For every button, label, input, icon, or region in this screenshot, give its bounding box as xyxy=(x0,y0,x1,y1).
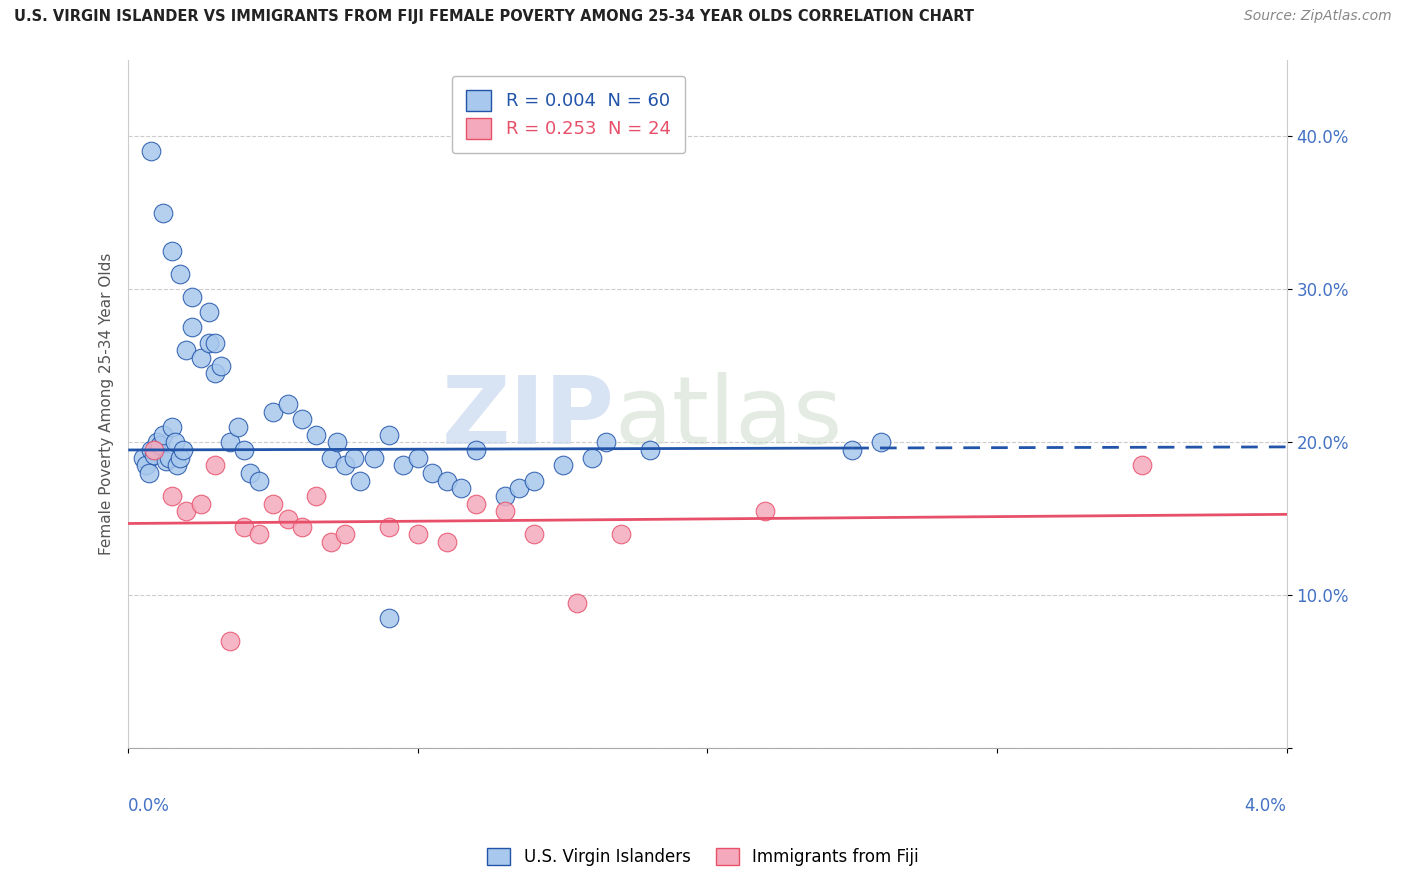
Point xyxy=(181,320,204,334)
Point xyxy=(276,397,298,411)
Point xyxy=(190,351,212,365)
Point xyxy=(343,450,366,465)
Legend: R = 0.004  N = 60, R = 0.253  N = 24: R = 0.004 N = 60, R = 0.253 N = 24 xyxy=(451,76,685,153)
Point xyxy=(143,442,166,457)
Point xyxy=(464,497,486,511)
Point xyxy=(319,450,342,465)
Point xyxy=(141,442,163,457)
Point xyxy=(335,458,357,473)
Point xyxy=(291,519,314,533)
Point xyxy=(163,435,186,450)
Point xyxy=(233,442,256,457)
Point xyxy=(198,335,221,350)
Point xyxy=(149,438,172,452)
Point xyxy=(523,474,546,488)
Point xyxy=(523,527,546,541)
Point xyxy=(609,527,631,541)
Point xyxy=(146,435,169,450)
Point xyxy=(166,458,188,473)
Text: Source: ZipAtlas.com: Source: ZipAtlas.com xyxy=(1244,9,1392,23)
Point xyxy=(198,305,221,319)
Text: U.S. VIRGIN ISLANDER VS IMMIGRANTS FROM FIJI FEMALE POVERTY AMONG 25-34 YEAR OLD: U.S. VIRGIN ISLANDER VS IMMIGRANTS FROM … xyxy=(14,9,974,24)
Legend: U.S. Virgin Islanders, Immigrants from Fiji: U.S. Virgin Islanders, Immigrants from F… xyxy=(479,840,927,875)
Point xyxy=(870,435,893,450)
Point xyxy=(160,489,183,503)
Point xyxy=(305,489,328,503)
Point xyxy=(450,481,472,495)
Point xyxy=(436,534,458,549)
Point xyxy=(160,420,183,434)
Point xyxy=(169,267,191,281)
Point xyxy=(392,458,415,473)
Point xyxy=(349,474,371,488)
Point xyxy=(247,474,270,488)
Point xyxy=(262,497,284,511)
Point xyxy=(157,450,180,465)
Point xyxy=(1130,458,1153,473)
Point xyxy=(638,442,661,457)
Point xyxy=(494,489,516,503)
Point xyxy=(326,435,349,450)
Y-axis label: Female Poverty Among 25-34 Year Olds: Female Poverty Among 25-34 Year Olds xyxy=(100,252,114,555)
Point xyxy=(155,453,177,467)
Point xyxy=(565,596,588,610)
Point xyxy=(754,504,776,518)
Point xyxy=(291,412,314,426)
Point xyxy=(204,335,226,350)
Point xyxy=(276,512,298,526)
Point xyxy=(420,466,443,480)
Point xyxy=(160,244,183,258)
Point xyxy=(319,534,342,549)
Point xyxy=(436,474,458,488)
Point xyxy=(494,504,516,518)
Point xyxy=(406,450,429,465)
Point xyxy=(190,497,212,511)
Text: 4.0%: 4.0% xyxy=(1244,797,1286,814)
Point xyxy=(218,634,240,648)
Point xyxy=(239,466,262,480)
Point xyxy=(135,458,157,473)
Point xyxy=(508,481,530,495)
Point xyxy=(378,519,401,533)
Point xyxy=(247,527,270,541)
Text: atlas: atlas xyxy=(614,372,844,464)
Point xyxy=(378,611,401,625)
Point xyxy=(174,504,197,518)
Point xyxy=(262,405,284,419)
Point xyxy=(551,458,574,473)
Point xyxy=(169,450,191,465)
Point xyxy=(595,435,617,450)
Point xyxy=(204,458,226,473)
Text: 0.0%: 0.0% xyxy=(128,797,170,814)
Point xyxy=(172,442,194,457)
Point xyxy=(378,427,401,442)
Point xyxy=(141,145,163,159)
Point xyxy=(152,205,174,219)
Point xyxy=(464,442,486,457)
Point xyxy=(152,427,174,442)
Point xyxy=(204,367,226,381)
Point xyxy=(132,450,155,465)
Point xyxy=(181,290,204,304)
Point xyxy=(138,466,160,480)
Point xyxy=(363,450,385,465)
Point xyxy=(218,435,240,450)
Point xyxy=(581,450,603,465)
Point xyxy=(233,519,256,533)
Point xyxy=(226,420,249,434)
Point xyxy=(143,448,166,462)
Point xyxy=(841,442,863,457)
Point xyxy=(335,527,357,541)
Point xyxy=(209,359,232,373)
Text: ZIP: ZIP xyxy=(441,372,614,464)
Point xyxy=(174,343,197,358)
Point xyxy=(305,427,328,442)
Point xyxy=(406,527,429,541)
